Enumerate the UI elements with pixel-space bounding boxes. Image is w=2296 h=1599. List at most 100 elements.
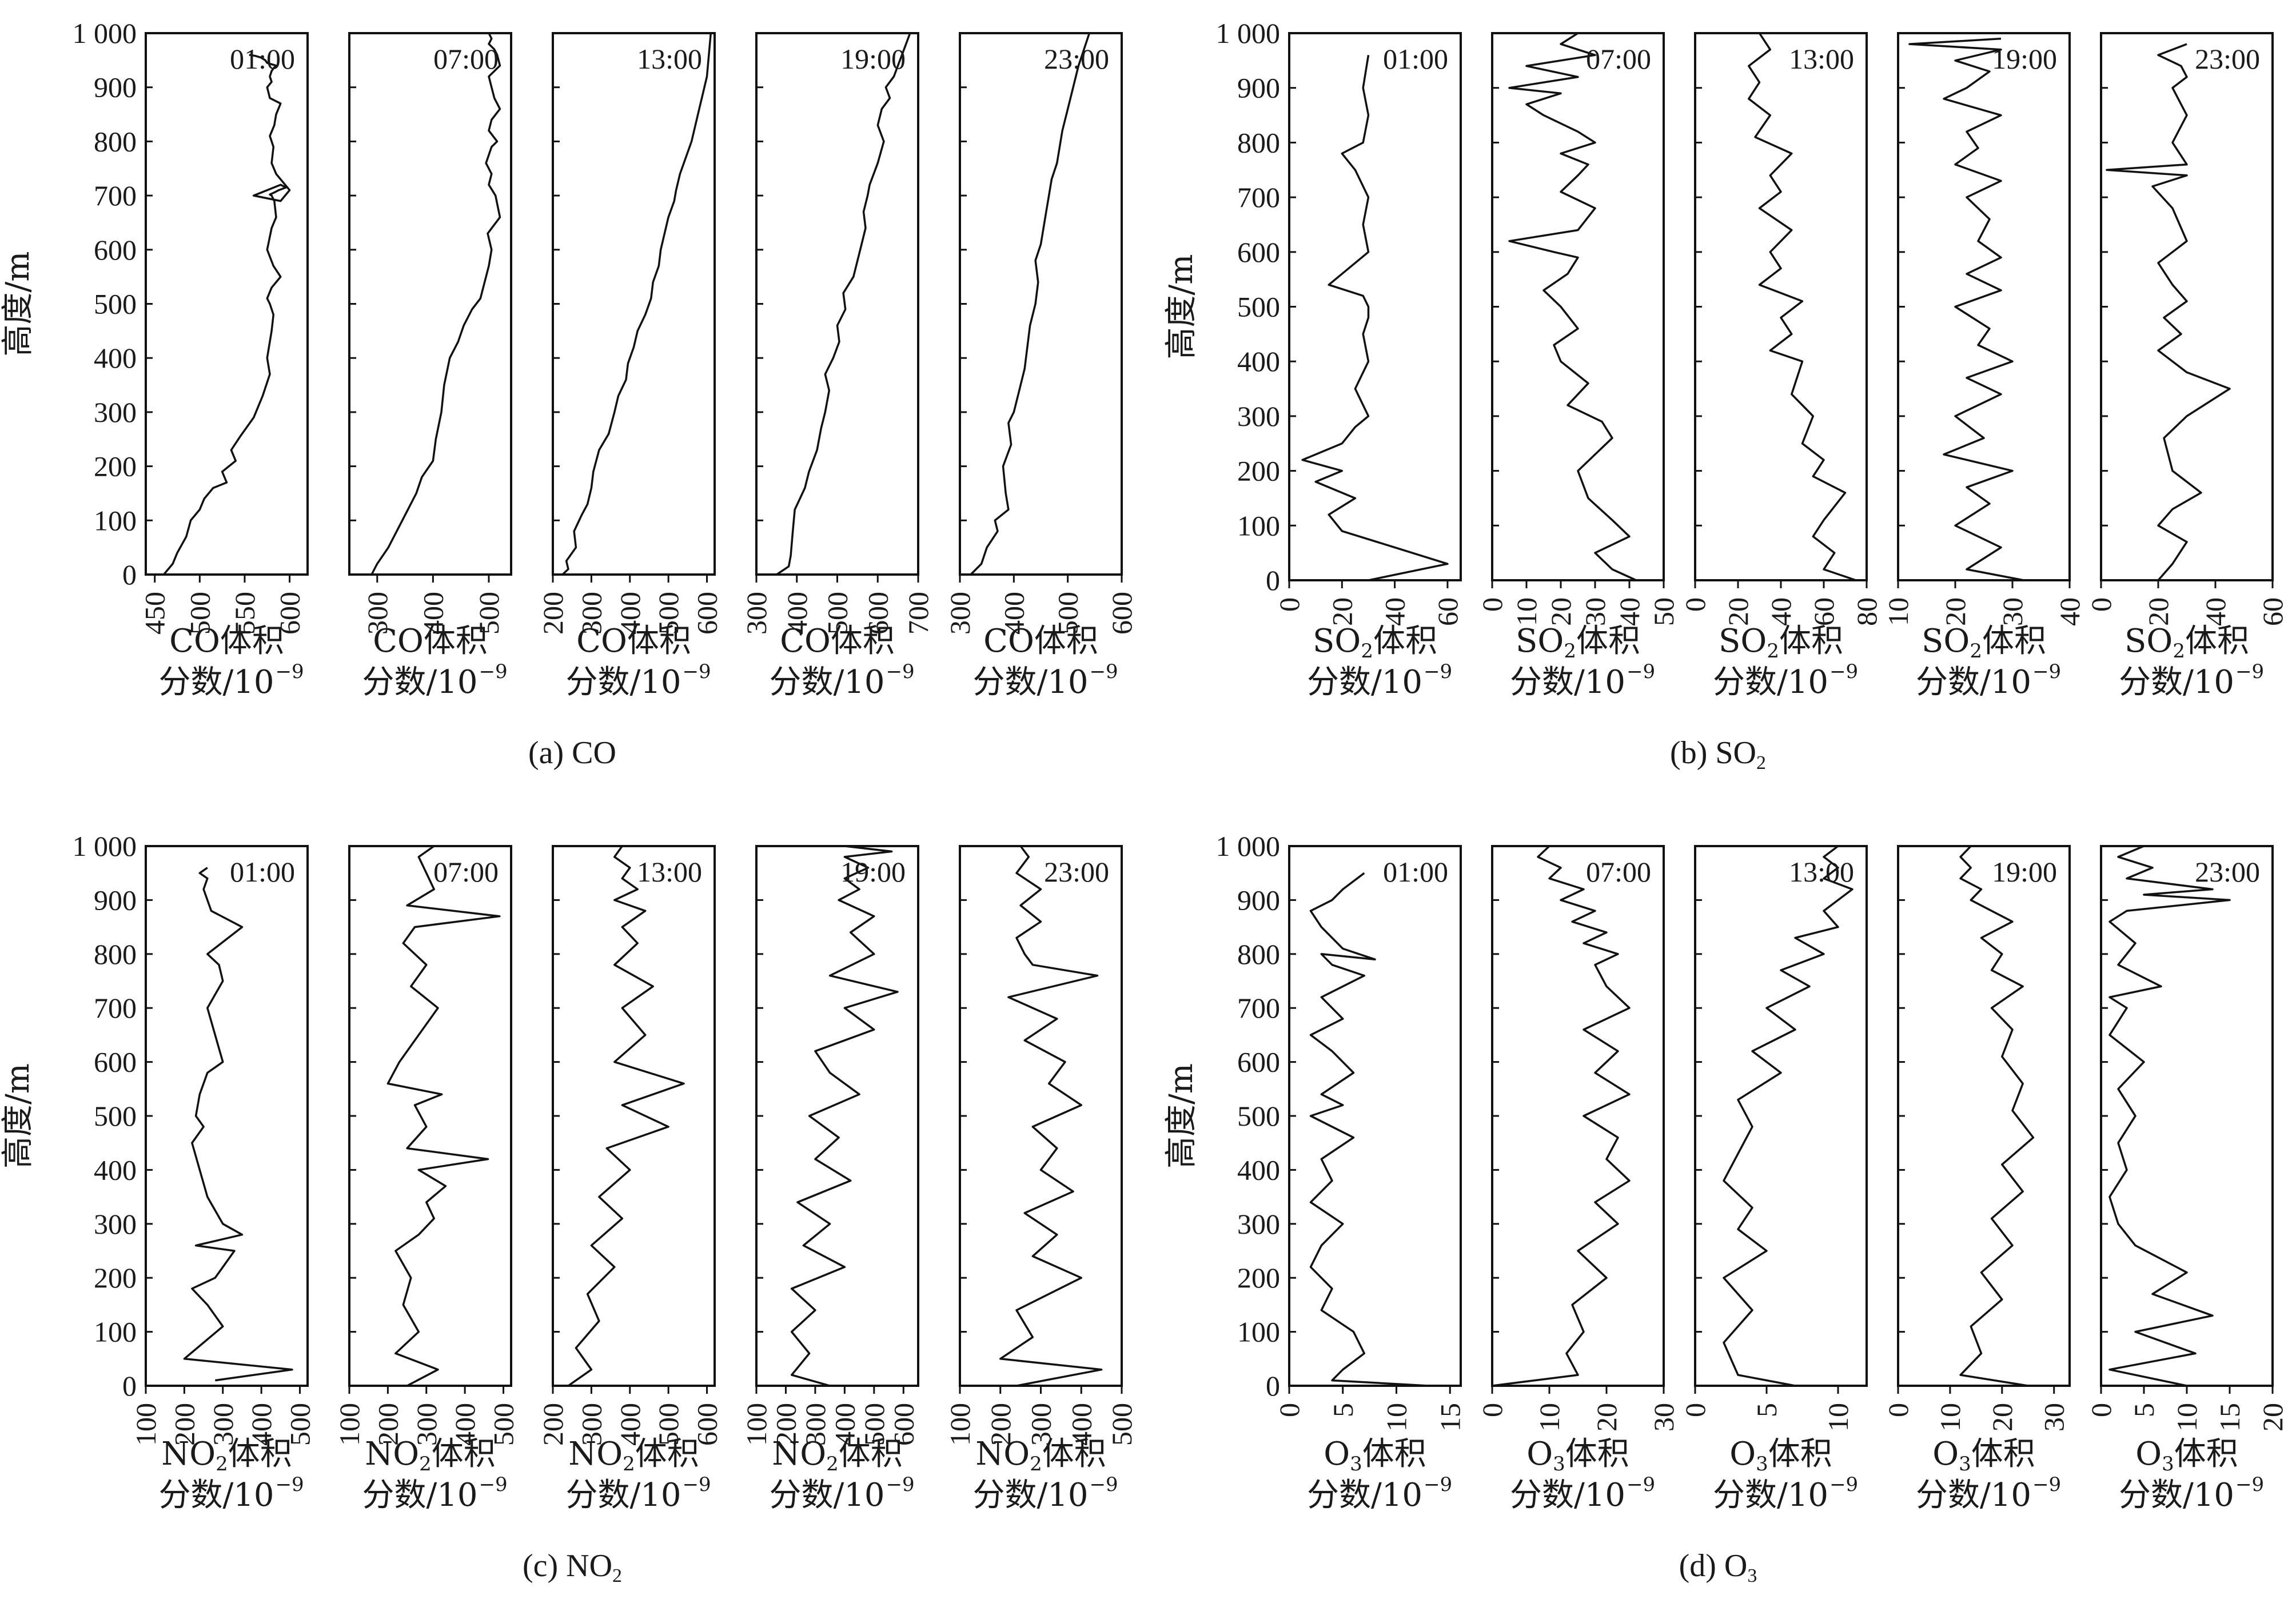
x-axis-label-exponent: −9 [2235,1473,2264,1496]
x-tick-label: 20 [1939,597,1971,626]
x-tick-label: 100 [740,1403,772,1446]
y-tick-label: 200 [94,1262,137,1294]
profile-line [790,845,899,1387]
x-axis-label-line2: 分数/10 [1307,664,1422,701]
panel-frame [348,32,512,576]
x-axis-label-exponent: −9 [1627,1473,1655,1496]
x-axis-label-line2: 分数/10 [1510,1477,1625,1514]
y-tick-label: 0 [122,559,137,591]
y-tick-label: 500 [94,288,137,320]
y-tick-label: 900 [94,884,137,916]
y-axis-label: 高度/m [1163,1063,1200,1169]
x-tick-label: 600 [691,592,723,635]
y-tick-label: 100 [94,504,137,536]
x-axis-label-line1: SO2​体积 [1719,623,1843,663]
time-label: 23:00 [2195,43,2260,75]
x-axis-label-line1: SO2​体积 [2124,623,2249,663]
time-label: 07:00 [1586,43,1651,75]
y-tick-label: 100 [1237,509,1280,541]
y-tick-label: 1 000 [1216,17,1281,49]
x-axis-label-line2: 分数/10 [362,664,477,701]
y-tick-label: 800 [94,938,137,970]
x-axis-label-exponent: −9 [479,660,508,683]
x-tick-label: 200 [984,1403,1017,1446]
time-label: 13:00 [1789,43,1854,75]
panel-frame [145,32,309,576]
x-tick-label: 400 [1065,1403,1097,1446]
time-label: 13:00 [637,43,702,75]
panel-frame [1694,845,1868,1387]
x-tick-label: 200 [537,592,569,635]
x-tick-label: 10 [1381,1403,1413,1431]
x-axis-label-line1: SO2​体积 [1516,623,1640,663]
x-tick-label: 10 [2171,1403,2203,1431]
x-axis-label-line2: 分数/10 [769,664,884,701]
group-caption: (d) O3​ [1679,1548,1757,1586]
time-label: 13:00 [1789,856,1854,888]
y-tick-label: 300 [94,1208,137,1240]
x-axis-label-exponent: −9 [276,1473,304,1496]
x-tick-label: 0 [1679,1403,1711,1417]
x-tick-label: 40 [2054,597,2086,626]
x-tick-label: 10 [1510,597,1542,626]
x-tick-label: 60 [1808,597,1840,626]
x-axis-label-exponent: −9 [1090,660,1118,683]
panel-frame [755,32,919,576]
x-axis-label-line1: O3​体积 [1324,1435,1426,1476]
panel-frame [145,845,309,1387]
x-axis-label-line1: CO体积 [576,623,691,660]
x-tick-label: 60 [2257,597,2289,626]
y-tick-label: 400 [1237,1154,1280,1186]
y-tick-label: 1 000 [73,830,137,862]
profile-line [2108,845,2231,1387]
group-caption: (c) NO2​ [523,1548,622,1586]
y-tick-label: 0 [1266,564,1280,596]
panel-frame [959,32,1123,576]
x-tick-label: 20 [2142,597,2174,626]
x-tick-label: 100 [130,1403,162,1446]
x-axis-label-line1: O3​体积 [1932,1435,2035,1476]
y-tick-label: 400 [94,342,137,374]
x-tick-label: 0 [2085,597,2117,612]
x-tick-label: 30 [2038,1403,2070,1431]
x-axis-label-line1: NO2​体积 [365,1435,496,1476]
y-tick-label: 200 [1237,1262,1280,1294]
x-axis-label-exponent: −9 [2235,660,2264,683]
x-tick-label: 500 [473,592,505,635]
x-tick-label: 0 [1476,597,1508,612]
time-label: 23:00 [2195,856,2260,888]
y-tick-label: 600 [1237,236,1280,268]
x-axis-label-line2: 分数/10 [1916,664,2031,701]
x-tick-label: 200 [770,1403,802,1446]
profile-line [1492,845,1631,1387]
time-label: 07:00 [433,856,499,888]
time-label: 19:00 [1992,43,2057,75]
x-axis-label-line2: 分数/10 [362,1477,477,1514]
x-axis-label-line1: NO2​体积 [772,1435,903,1476]
x-tick-label: 500 [652,1403,684,1446]
x-axis-label-exponent: −9 [2032,1473,2061,1496]
x-tick-label: 0 [1273,1403,1305,1417]
x-tick-label: 30 [1996,597,2028,626]
profile-line [370,33,501,575]
x-tick-label: 5 [1751,1403,1783,1417]
x-tick-label: 500 [488,1403,520,1446]
x-axis-label-exponent: −9 [2032,660,2061,683]
x-tick-label: 400 [245,1403,277,1446]
x-axis-label-line1: O3​体积 [2135,1435,2238,1476]
y-tick-label: 900 [1237,884,1280,916]
group-caption: (b) SO2​ [1670,735,1766,773]
x-axis-label-exponent: −9 [683,660,711,683]
x-axis-label-line1: CO体积 [983,623,1098,660]
y-tick-label: 700 [94,180,137,212]
